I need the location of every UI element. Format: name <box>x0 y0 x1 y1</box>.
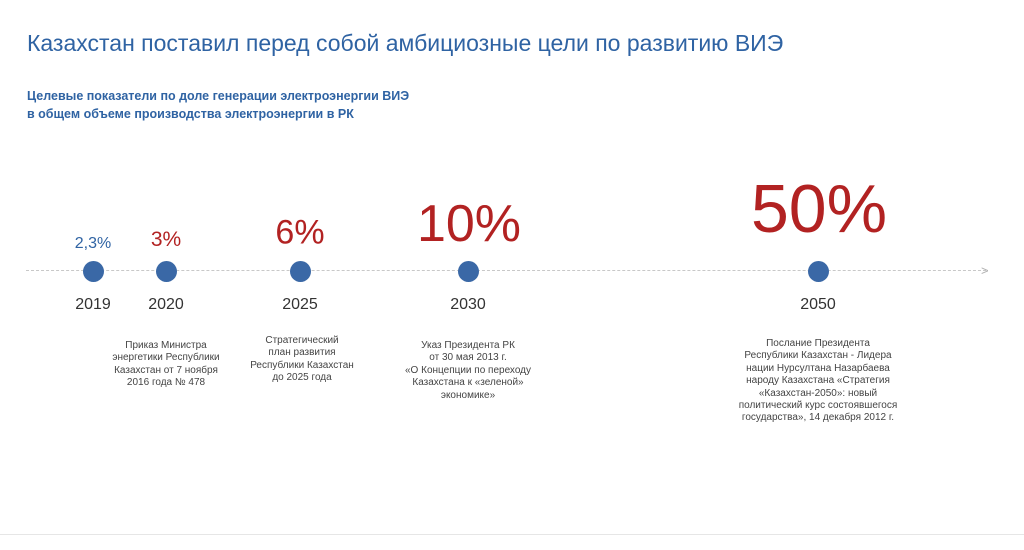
desc-line: Казахстан от 7 ноября <box>114 364 218 376</box>
desc-line: нации Нурсултана Назарбаева <box>746 362 890 374</box>
desc-line: Указ Президента РК <box>421 340 515 351</box>
desc-line: план развития <box>268 347 336 359</box>
value-2019: 2,3% <box>74 235 112 252</box>
arrow-right-icon: > <box>981 263 989 278</box>
value-2050: 50% <box>750 171 888 247</box>
timeline-dot <box>290 261 311 282</box>
subtitle-line: Целевые показатели по доле генерации эле… <box>27 89 410 103</box>
desc-line: энергетики Республики <box>112 352 220 364</box>
desc-line: Приказ Министра <box>125 340 207 351</box>
desc-line: Республики Казахстан - Лидера <box>744 350 892 362</box>
subtitle-line: в общем объеме производства электроэнерг… <box>27 107 354 121</box>
desc-line: до 2025 года <box>272 372 332 384</box>
milestone-description: Приказ Министра энергетики Республики Ка… <box>112 340 219 390</box>
milestone-description: Послание Президента Республики Казахстан… <box>739 338 898 425</box>
year-label: 2050 <box>800 296 836 313</box>
subtitle: Целевые показатели по доле генерации эле… <box>27 87 409 123</box>
desc-line: Послание Президента <box>766 338 870 349</box>
value-2030: 10% <box>416 195 522 253</box>
milestone-description: Стратегический план развития Республики … <box>250 335 354 385</box>
timeline-dot <box>808 261 829 282</box>
desc-line: «О Концепции по переходу <box>405 364 531 376</box>
value-2025: 6% <box>275 213 325 252</box>
timeline-dot <box>458 261 479 282</box>
timeline-dot <box>156 261 177 282</box>
value-2020: 3% <box>150 228 182 251</box>
slide-title: Казахстан поставил перед собой амбициозн… <box>27 30 784 56</box>
year-label: 2020 <box>148 296 184 313</box>
desc-line: экономике» <box>440 389 496 401</box>
desc-line: государства», 14 декабря 2012 г. <box>741 412 895 424</box>
desc-line: 2016 года № 478 <box>126 377 206 389</box>
year-label: 2030 <box>450 296 486 313</box>
desc-line: народу Казахстана «Стратегия <box>746 375 890 387</box>
desc-line: политический курс состоявшегося <box>738 400 898 412</box>
desc-line: Стратегический <box>265 335 339 346</box>
desc-line: «Казахстан-2050»: новый <box>758 387 878 399</box>
year-label: 2025 <box>282 296 318 313</box>
desc-line: Республики Казахстан <box>250 359 354 371</box>
desc-line: от 30 мая 2013 г. <box>429 352 507 364</box>
divider <box>0 534 1024 535</box>
timeline-dot <box>83 261 104 282</box>
desc-line: Казахстана к «зеленой» <box>412 377 524 389</box>
milestone-description: Указ Президента РК от 30 мая 2013 г. «О … <box>405 340 531 402</box>
timeline-axis <box>26 270 986 271</box>
year-label: 2019 <box>75 296 111 313</box>
